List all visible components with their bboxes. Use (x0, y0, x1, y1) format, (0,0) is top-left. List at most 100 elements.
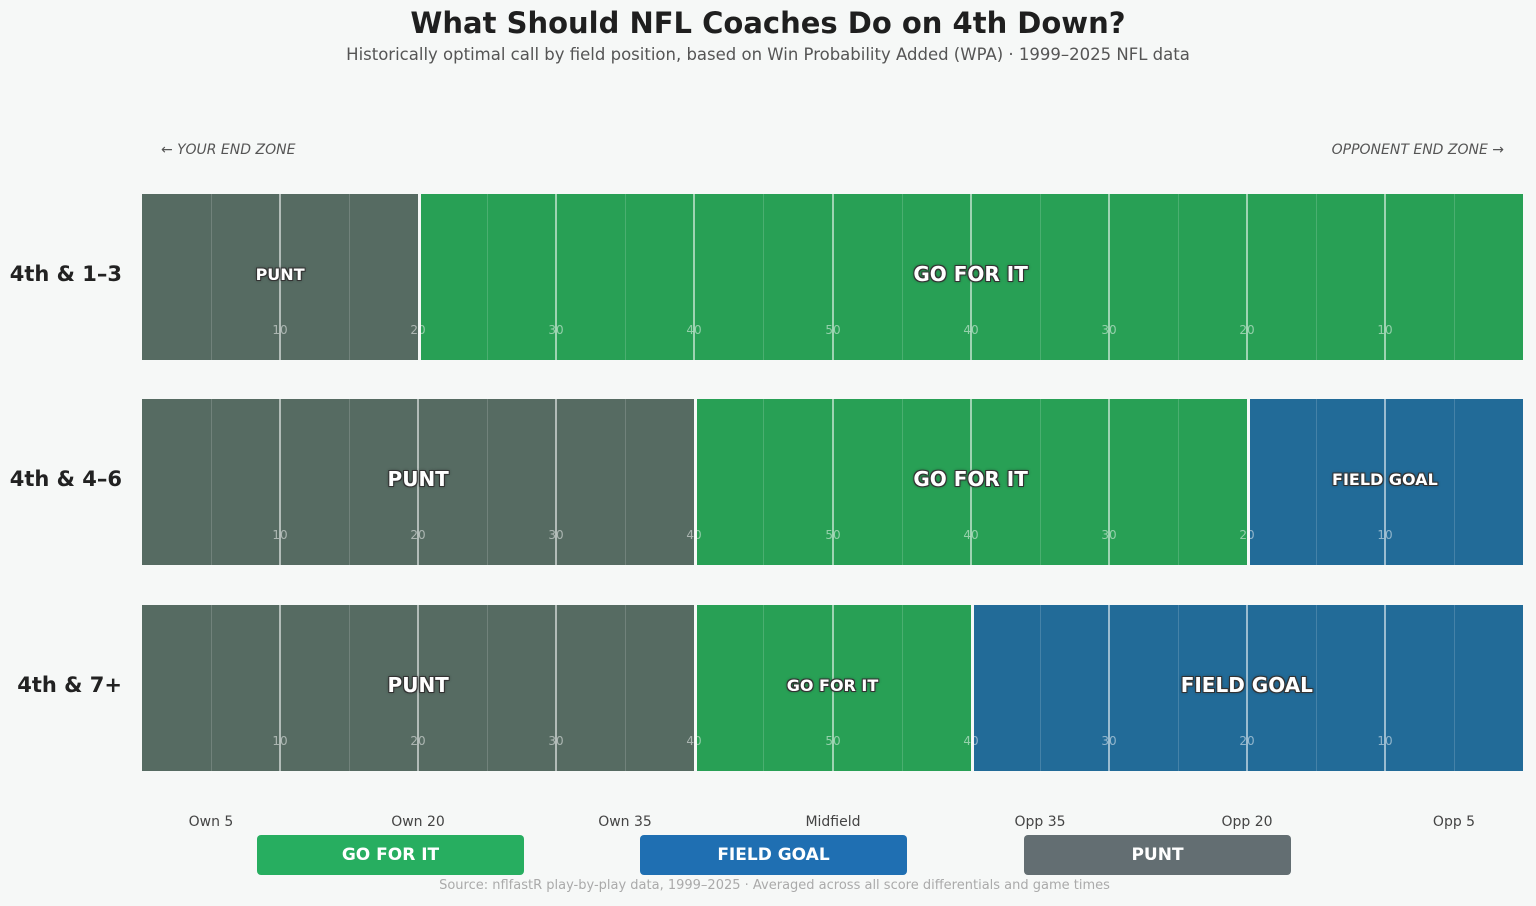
yard-number: 30 (1101, 734, 1117, 748)
yard-number: 40 (686, 528, 702, 542)
yard-line (763, 399, 764, 565)
segment-label-go: GO FOR IT (786, 676, 879, 695)
yard-line (349, 399, 350, 565)
opponent-end-zone-label: OPPONENT END ZONE → (1331, 142, 1504, 158)
segment-label-punt: PUNT (255, 265, 305, 284)
yard-number: 40 (963, 528, 979, 542)
yard-line (763, 194, 764, 360)
row-label: 4th & 4–6 (9, 467, 122, 491)
yard-line (970, 194, 972, 360)
yard-line (417, 399, 419, 565)
yard-number: 40 (686, 734, 702, 748)
yard-line (1108, 194, 1110, 360)
yard-number: 10 (1377, 323, 1393, 337)
yard-number: 40 (686, 323, 702, 337)
yard-line (1454, 605, 1455, 771)
legend-punt: PUNT (1024, 835, 1291, 875)
yard-line (1384, 194, 1386, 360)
field-position-label: Midfield (805, 814, 861, 830)
yard-number: 20 (1239, 528, 1255, 542)
yard-line (970, 399, 972, 565)
yard-line (1316, 194, 1317, 360)
field-position-label: Opp 5 (1432, 814, 1476, 830)
yard-line (902, 605, 903, 771)
yard-number: 20 (1239, 734, 1255, 748)
segment-go: GO FOR IT (697, 399, 1247, 565)
yard-number: 10 (272, 323, 288, 337)
yard-line (1178, 399, 1179, 565)
yard-number: 50 (825, 323, 841, 337)
yard-line (1108, 399, 1110, 565)
yard-number: 30 (548, 528, 564, 542)
yard-line (1454, 399, 1455, 565)
yard-line (349, 194, 350, 360)
yard-line (487, 605, 488, 771)
yard-line (1246, 605, 1248, 771)
yard-line (1040, 605, 1041, 771)
yard-number: 30 (1101, 323, 1117, 337)
yard-number: 20 (1239, 323, 1255, 337)
yard-line (211, 399, 212, 565)
segment-punt: PUNT (142, 399, 694, 565)
yard-line (417, 605, 419, 771)
yard-line (902, 194, 903, 360)
yard-line (693, 194, 695, 360)
yard-line (555, 399, 557, 565)
yard-line (625, 399, 626, 565)
yard-line (555, 605, 557, 771)
yard-number: 10 (272, 528, 288, 542)
field-position-label: Own 20 (391, 814, 445, 830)
yard-line (487, 194, 488, 360)
yard-line (1178, 605, 1179, 771)
yard-line (487, 399, 488, 565)
yard-number: 10 (1377, 528, 1393, 542)
yard-number: 30 (548, 323, 564, 337)
segment-label-go: GO FOR IT (913, 262, 1028, 286)
yard-line (1384, 399, 1386, 565)
yard-line (1246, 194, 1248, 360)
segment-label-punt: PUNT (387, 673, 449, 697)
row-label: 4th & 7+ (17, 673, 122, 697)
yard-number: 30 (1101, 528, 1117, 542)
yard-number: 50 (825, 734, 841, 748)
yard-line (832, 605, 834, 771)
field-position-label: Own 35 (598, 814, 652, 830)
yard-number: 10 (272, 734, 288, 748)
yard-number: 20 (410, 734, 426, 748)
segment-label-fg: FIELD GOAL (1332, 470, 1438, 489)
yard-line (763, 605, 764, 771)
segment-label-fg: FIELD GOAL (1180, 673, 1313, 697)
yard-number: 20 (410, 323, 426, 337)
yard-line (832, 399, 834, 565)
segment-fg: FIELD GOAL (1250, 399, 1523, 565)
yard-number: 40 (963, 734, 979, 748)
chart-subtitle: Historically optimal call by field posit… (346, 45, 1190, 64)
legend-field-goal: FIELD GOAL (640, 835, 907, 875)
yard-line (625, 605, 626, 771)
yard-line (1316, 605, 1317, 771)
segment-punt: PUNT (142, 605, 694, 771)
yard-line (211, 194, 212, 360)
yard-line (1316, 399, 1317, 565)
chart-title: What Should NFL Coaches Do on 4th Down? (410, 6, 1126, 40)
yard-line (1040, 399, 1041, 565)
yard-number: 30 (548, 734, 564, 748)
yard-number: 20 (410, 528, 426, 542)
yard-line (1040, 194, 1041, 360)
yard-line (279, 605, 281, 771)
decision-row: PUNT GO FOR IT 10 20 30 40 50 40 30 20 10 (142, 194, 1523, 360)
field-position-label: Opp 20 (1221, 814, 1273, 830)
yard-line (349, 605, 350, 771)
field-position-label: Own 5 (188, 814, 234, 830)
segment-fg: FIELD GOAL (974, 605, 1523, 771)
own-end-zone-label: ← YOUR END ZONE (161, 142, 296, 158)
yard-line (1454, 194, 1455, 360)
yard-line (1108, 605, 1110, 771)
yard-line (1178, 194, 1179, 360)
yard-number: 40 (963, 323, 979, 337)
yard-line (625, 194, 626, 360)
segment-label-punt: PUNT (387, 467, 449, 491)
yard-line (902, 399, 903, 565)
yard-number: 50 (825, 528, 841, 542)
segment-label-go: GO FOR IT (913, 467, 1028, 491)
